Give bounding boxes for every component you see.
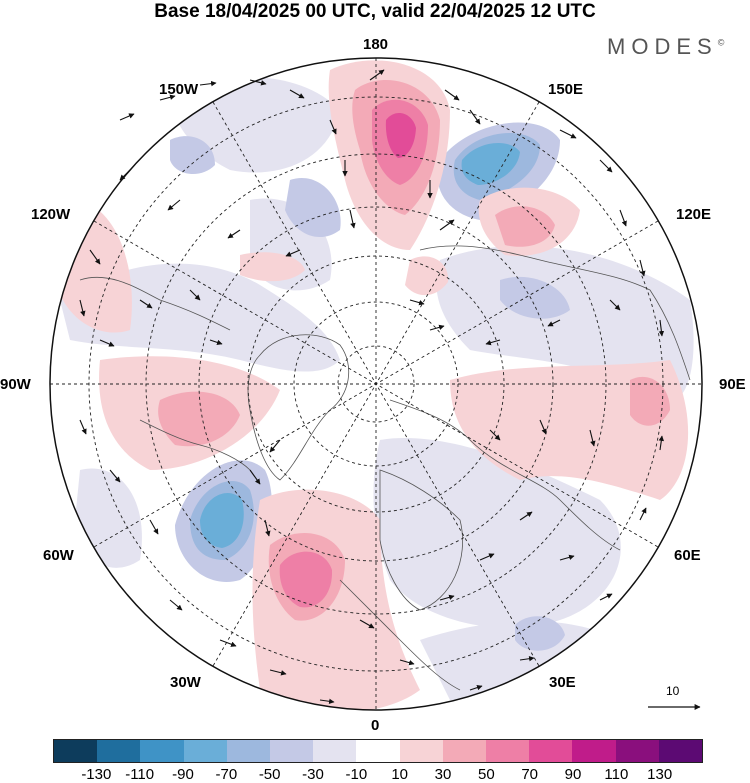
colorbar-tick-label: 90 bbox=[564, 766, 582, 783]
colorbar-ticks: -130 -110 -90 -70 -50 -30 -10 10 30 50 70 90 110 130 bbox=[53, 763, 703, 783]
lon-label-120e: 120E bbox=[676, 206, 712, 223]
lon-label-180: 180 bbox=[363, 36, 389, 53]
colorbar-segment bbox=[658, 740, 703, 762]
colorbar-tick-label: 50 bbox=[477, 766, 495, 783]
colorbar-segment bbox=[54, 740, 98, 762]
colorbar-tick-label: 70 bbox=[521, 766, 538, 783]
colorbar-segment bbox=[572, 740, 616, 762]
colorbar-segment bbox=[356, 740, 400, 762]
colorbar-segment bbox=[529, 740, 573, 762]
colorbar bbox=[53, 739, 703, 763]
colorbar-tick-label: -50 bbox=[258, 766, 281, 783]
map-title: Base 18/04/2025 00 UTC, valid 22/04/2025… bbox=[154, 1, 596, 22]
colorbar-segment bbox=[399, 740, 443, 762]
wind-vectors bbox=[79, 69, 665, 705]
colorbar-tick-label: -70 bbox=[215, 766, 238, 783]
colorbar-segment bbox=[226, 740, 271, 762]
colorbar-tick-label: 110 bbox=[604, 766, 629, 783]
lon-label-90w: 90W bbox=[0, 376, 31, 393]
colorbar-tick-label: 30 bbox=[434, 766, 452, 783]
brand-text: MODES bbox=[607, 34, 718, 59]
colorbar-tick-label: -90 bbox=[172, 766, 194, 783]
brand-mark: © bbox=[717, 37, 725, 48]
colorbar-tick-label: 10 bbox=[391, 766, 408, 783]
lon-label-90e: 90E bbox=[719, 376, 746, 393]
vector-scale-label: 10 bbox=[666, 684, 680, 698]
colorbar-segment bbox=[97, 740, 141, 762]
lon-label-120w: 120W bbox=[31, 206, 71, 223]
graticule bbox=[50, 58, 702, 710]
coastlines bbox=[79, 245, 691, 691]
polar-map bbox=[49, 57, 703, 711]
colorbar-tick-label: -130 bbox=[81, 766, 112, 783]
lon-label-0: 0 bbox=[371, 717, 380, 734]
modes-logo: MODES© bbox=[607, 34, 724, 60]
colorbar-tick-label: -110 bbox=[125, 766, 155, 783]
lon-label-150w: 150W bbox=[159, 81, 199, 98]
lon-label-60e: 60E bbox=[674, 547, 701, 564]
lon-label-30e: 30E bbox=[549, 674, 576, 691]
colorbar-tick-label: -10 bbox=[345, 766, 368, 783]
colorbar-tick-label: 130 bbox=[647, 766, 673, 783]
colorbar-segment bbox=[270, 740, 314, 762]
lon-label-150e: 150E bbox=[548, 81, 584, 98]
lon-label-30w: 30W bbox=[170, 674, 201, 691]
core-positive-anomaly-shading bbox=[385, 113, 416, 158]
anomaly-field bbox=[50, 58, 702, 710]
colorbar-segment bbox=[442, 740, 487, 762]
colorbar-segment bbox=[486, 740, 530, 762]
colorbar-segment bbox=[140, 740, 184, 762]
core-negative-anomaly-shading bbox=[200, 142, 520, 548]
colorbar-segment bbox=[313, 740, 357, 762]
colorbar-tick-label: -30 bbox=[302, 766, 324, 783]
map-boundary bbox=[49, 57, 703, 711]
colorbar-segment bbox=[615, 740, 659, 762]
colorbar-segment bbox=[183, 740, 227, 762]
lon-label-60w: 60W bbox=[43, 547, 74, 564]
